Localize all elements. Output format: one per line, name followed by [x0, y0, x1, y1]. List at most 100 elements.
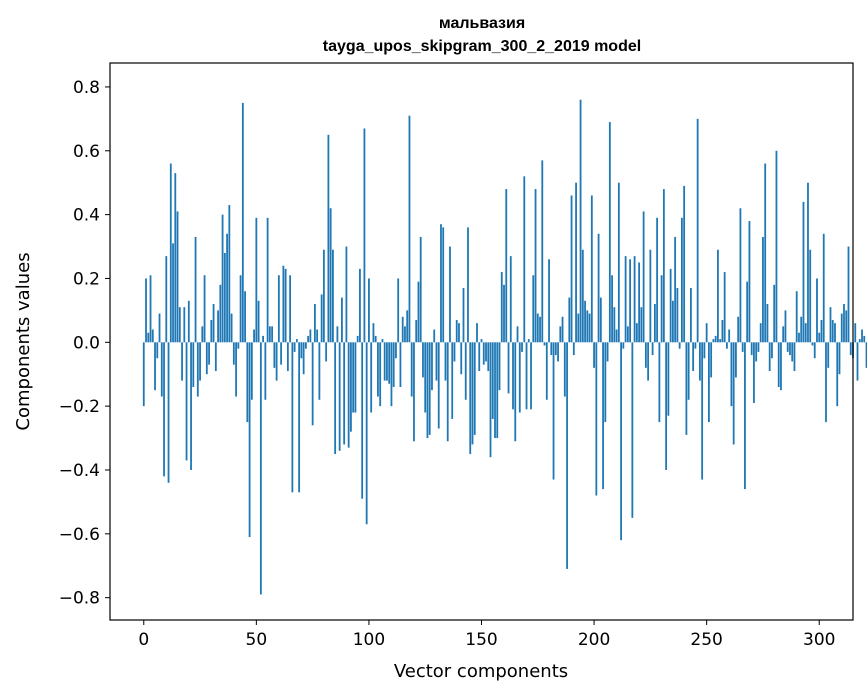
- bar-307: [834, 323, 836, 343]
- bar-71: [302, 342, 305, 375]
- bar-257: [721, 319, 724, 343]
- bar-129: [433, 329, 436, 343]
- bar-311: [843, 303, 845, 343]
- bar-123: [419, 236, 422, 343]
- bar-52: [259, 342, 262, 595]
- bar-116: [404, 326, 406, 343]
- bar-99: [365, 342, 368, 525]
- bar-321: [865, 342, 867, 368]
- y-tick-label: 0.8: [73, 78, 100, 98]
- bar-42: [237, 342, 240, 349]
- bar-3: [149, 275, 152, 343]
- bar-85: [334, 342, 337, 455]
- bar-248: [701, 342, 704, 480]
- bar-224: [647, 342, 650, 381]
- bar-48: [250, 342, 253, 400]
- bar-100: [368, 278, 370, 343]
- bar-28: [205, 342, 208, 375]
- bar-127: [428, 342, 431, 435]
- bar-262: [732, 342, 735, 445]
- bar-104: [377, 342, 379, 397]
- bar-63: [284, 268, 287, 343]
- bar-74: [309, 329, 312, 343]
- bar-253: [712, 339, 715, 343]
- bar-40: [232, 342, 235, 365]
- bar-81: [325, 342, 328, 362]
- bar-45: [244, 291, 246, 343]
- bar-283: [780, 342, 782, 391]
- bar-90: [345, 246, 348, 343]
- bar-213: [622, 342, 625, 349]
- bar-260: [728, 329, 731, 343]
- bar-240: [683, 185, 686, 343]
- bars-group: [142, 99, 867, 595]
- bar-35: [221, 214, 224, 343]
- x-tick-label: 200: [578, 630, 610, 650]
- bar-273: [757, 342, 760, 352]
- bar-46: [246, 342, 249, 423]
- bar-151: [482, 342, 485, 365]
- bar-186: [561, 316, 564, 343]
- bar-158: [498, 342, 501, 391]
- bar-11: [167, 342, 170, 483]
- bar-278: [768, 342, 771, 372]
- bar-156: [494, 342, 496, 439]
- bar-44: [241, 102, 244, 343]
- bar-206: [606, 342, 609, 362]
- bar-53: [262, 335, 264, 343]
- x-tick-label: 150: [465, 630, 497, 650]
- bar-271: [753, 342, 755, 403]
- x-tick-label: 50: [246, 630, 268, 650]
- bar-252: [710, 342, 713, 378]
- bar-290: [795, 291, 798, 343]
- bar-78: [318, 342, 321, 400]
- bar-152: [485, 342, 487, 362]
- bar-179: [545, 342, 548, 400]
- bar-276: [764, 163, 767, 343]
- x-axis-ticks: 0 50 100 150 200 250 300: [138, 620, 835, 650]
- bar-172: [530, 342, 532, 410]
- bar-70: [300, 342, 303, 359]
- bar-4: [151, 329, 154, 343]
- bar-143: [464, 342, 467, 400]
- bar-64: [286, 342, 289, 372]
- bar-194: [579, 99, 582, 343]
- bar-12: [169, 163, 172, 343]
- bar-140: [458, 323, 460, 343]
- bar-302: [822, 233, 825, 343]
- bar-201: [595, 342, 598, 496]
- bar-296: [809, 249, 812, 343]
- bar-305: [829, 307, 832, 343]
- bar-148: [476, 323, 478, 343]
- bar-180: [548, 259, 550, 343]
- bar-113: [397, 278, 400, 343]
- bar-22: [192, 342, 195, 387]
- bar-197: [586, 310, 589, 343]
- bar-1: [145, 278, 147, 343]
- bar-54: [264, 342, 267, 400]
- bar-92: [350, 342, 352, 432]
- bar-20: [187, 300, 190, 343]
- bar-244: [692, 342, 695, 372]
- bar-267: [744, 342, 746, 490]
- bar-251: [708, 342, 710, 423]
- bar-131: [437, 342, 440, 429]
- bar-233: [667, 342, 670, 416]
- bar-49: [253, 329, 255, 343]
- bar-187: [563, 342, 566, 397]
- bar-114: [399, 342, 402, 387]
- bar-220: [638, 262, 641, 343]
- bar-242: [687, 342, 690, 400]
- bar-241: [685, 342, 688, 435]
- y-tick-label: 0.0: [73, 333, 100, 353]
- bar-183: [554, 342, 557, 356]
- bar-297: [811, 342, 814, 346]
- bar-236: [674, 236, 677, 343]
- bar-146: [471, 342, 474, 445]
- bar-230: [660, 275, 663, 343]
- bar-216: [629, 259, 631, 343]
- bar-314: [849, 342, 852, 356]
- bar-292: [800, 316, 803, 343]
- bar-174: [534, 189, 537, 343]
- bar-133: [442, 227, 445, 343]
